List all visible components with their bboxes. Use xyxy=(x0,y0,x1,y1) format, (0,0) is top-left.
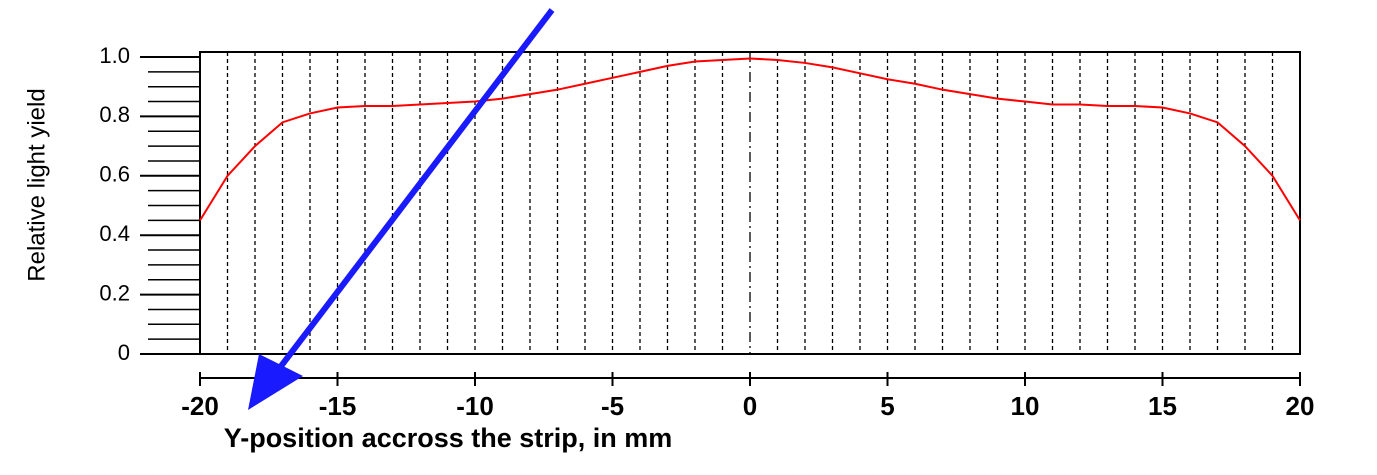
x-axis-label: Y-position accross the strip, in mm xyxy=(224,423,673,453)
x-tick-label: -15 xyxy=(319,391,357,421)
x-tick-label: -20 xyxy=(181,391,219,421)
x-tick-label: 5 xyxy=(880,391,894,421)
y-tick-label: 0.2 xyxy=(99,280,130,305)
y-tick-label: 0.8 xyxy=(99,102,130,127)
plot-area: 0 0.2 0.4 0.6 0.8 1.0 -20 -15 -10 -5 0 5 10 15 20 xyxy=(99,43,1314,421)
y-tick-label: 1.0 xyxy=(99,43,130,68)
arrow-shaft xyxy=(269,8,555,380)
y-tick-label: 0.4 xyxy=(99,221,130,246)
x-tick-label: -5 xyxy=(601,391,624,421)
annotation-arrow xyxy=(248,8,555,410)
x-tick-label: 10 xyxy=(1011,391,1040,421)
y-tick-label: 0.6 xyxy=(99,162,130,187)
x-tick-label: 20 xyxy=(1286,391,1315,421)
x-tick-label: 15 xyxy=(1148,391,1177,421)
x-tick-label: -10 xyxy=(456,391,494,421)
y-axis-label: Relative light yield xyxy=(23,88,50,281)
x-tick-label: 0 xyxy=(743,391,757,421)
arrow-head xyxy=(248,354,303,410)
y-tick-label: 0 xyxy=(118,340,130,365)
plot-frame xyxy=(199,51,1301,355)
line-series xyxy=(199,57,1301,221)
